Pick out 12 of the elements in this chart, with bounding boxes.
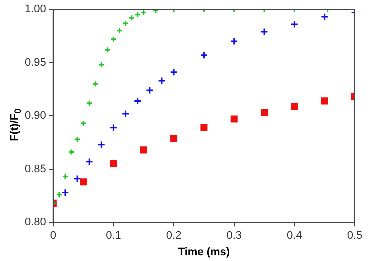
x-tick-label: 0.3 [226,230,242,242]
y-tick-label: 0.90 [24,110,46,122]
y-tick-label: 0.80 [24,216,46,229]
x-tick-label: 0.4 [287,230,302,242]
x-tick-label: 0.1 [106,230,122,242]
x-axis-title: Time (ms) [178,246,230,258]
y-tick-label: 1.00 [24,4,46,16]
x-tick-label: 0.5 [347,230,363,242]
y-tick-label: 0.95 [24,56,46,69]
y-tick-label: 0.85 [24,163,46,176]
x-tick-label: 0.2 [166,230,182,242]
x-tick-label: 0 [50,230,56,242]
